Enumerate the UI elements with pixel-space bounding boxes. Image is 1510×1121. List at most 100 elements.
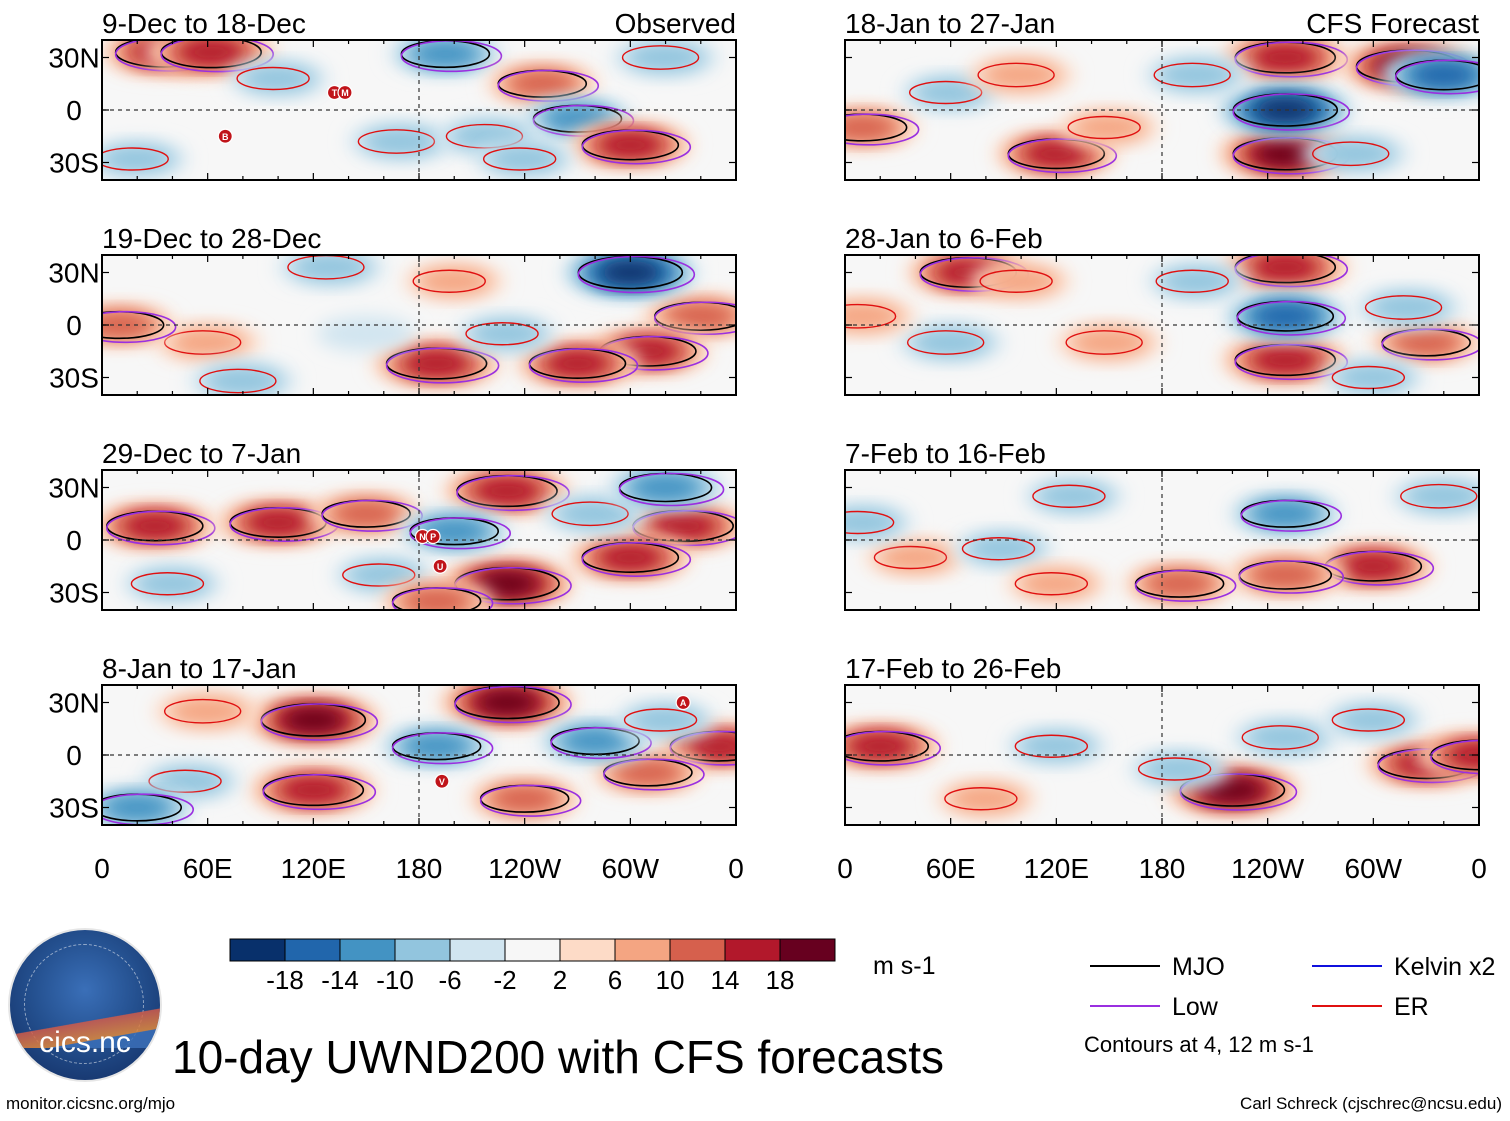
anomaly-cell [1072,113,1147,142]
figure-title: 10-day UWND200 with CFS forecasts [172,1031,945,1083]
anomaly-cell [650,513,716,539]
anomaly-cell [469,320,545,348]
storm-marker: A [675,694,691,711]
lat-label: 30S [49,578,99,609]
er-contour [906,330,985,355]
er-contour [1400,483,1478,509]
anomaly-cell [1369,293,1448,322]
anomaly-cell [204,366,282,395]
er-contour [873,545,948,570]
panel-grid: 30N 0 30S 9-Dec to 18-Dec Observed 30N 0 30S 19-… [48,8,1480,826]
legend-item: MJO [1090,953,1225,981]
panel-0-2: 30N 0 30S 29-Dec to 7-Jan [48,438,737,611]
lon-label: 180 [396,853,443,884]
anomaly-cell [403,351,470,376]
er-contour [357,129,436,154]
lon-label: 0 [1471,853,1487,884]
lon-label: 0 [728,853,744,884]
er-contour [961,537,1036,561]
colorbar-tick-label: -10 [376,965,414,995]
anomaly-cell [561,728,629,754]
low-contour [653,301,736,336]
low-contour [1179,773,1298,811]
lat-label: 0 [66,95,82,126]
anomaly-cell [1246,723,1325,752]
lon-label: 120W [488,853,562,884]
low-contour [1240,499,1343,532]
anomaly-cell [848,734,912,759]
anomaly-cell [246,510,310,535]
storm-marker-dot [217,128,233,144]
storm-marker: M [337,84,353,101]
er-contour [845,303,897,329]
low-contour [262,773,377,811]
anomaly-cell [983,267,1059,295]
anomaly-cell [556,499,634,529]
source-url[interactable]: monitor.cicsnc.org/mjo [6,1094,176,1113]
colorbar-tick-label: 18 [766,965,795,995]
lat-label: 30N [48,258,99,289]
lon-label: 60W [1345,853,1403,884]
legend-item: Kelvin x2 [1312,953,1495,981]
colorbar-box [229,938,286,962]
storm-marker-dot [337,84,353,101]
colorbar-tick-label: -14 [321,965,359,995]
er-contour [482,147,557,171]
legend-label: MJO [1172,953,1225,981]
panel-0-0: 30N 0 30S 9-Dec to 18-Dec Observed [48,8,737,181]
anomaly-field [845,40,1479,178]
low-contour [581,542,692,577]
er-contour [342,563,416,587]
anomaly-cell [598,133,662,157]
storm-marker: P [425,528,441,545]
storm-marker: B [217,128,233,144]
er-contour [1067,115,1141,140]
lon-label: 120W [1231,853,1305,884]
colorbar-tick-label: 14 [711,965,740,995]
storm-marker-dot [675,694,691,711]
lon-label: 0 [94,853,110,884]
anomaly-cell [878,543,953,572]
low-contour [669,730,736,766]
anomaly-cell [178,40,244,65]
panel-0-3: 30N 0 30S 8-Jan to 17-Jan [48,653,737,826]
er-contour [551,501,629,527]
colorbar-tick-label: 6 [608,965,622,995]
legend-label: Low [1172,993,1219,1021]
anomaly-cell [474,478,540,504]
anomaly-cell [1036,482,1112,510]
low-contour [1394,59,1479,95]
anomaly-field [102,40,720,178]
panel-1-0: 18-Jan to 27-Jan CFS Forecast [844,8,1480,181]
anomaly-field [102,685,736,825]
anomaly-cell [598,545,662,570]
low-contour [391,587,494,610]
colorbar-tick-label: 2 [553,965,567,995]
anomaly-cell [403,588,471,610]
panel-1-3: 17-Feb to 26-Feb [844,653,1480,826]
anomaly-cell [168,328,247,357]
storm-marker-label: U [437,562,444,572]
lat-label: 30S [49,148,99,179]
lon-label: 60E [926,853,976,884]
colorbar: -18 -14 -10 -6 -2 2 6 10 14 18 [229,938,836,995]
er-contour [1312,141,1390,167]
low-contour [577,255,696,294]
anomaly-field [845,477,1479,604]
er-contour [163,330,242,355]
lat-label: 0 [66,525,82,556]
low-contour [106,510,216,546]
anomaly-cell [599,260,661,285]
anomaly-cell [316,316,416,352]
anomaly-cell [845,114,897,141]
storm-marker-label: B [222,132,229,142]
anomaly-cell [1019,732,1094,760]
anomaly-cell [1158,60,1237,90]
anomaly-field [102,470,736,610]
er-contour [623,708,698,732]
anomaly-cell [1070,328,1149,357]
storm-marker-dot [425,528,441,545]
colorbar-box [559,938,616,962]
colorbar-box [339,938,396,962]
er-contour [1137,757,1212,781]
